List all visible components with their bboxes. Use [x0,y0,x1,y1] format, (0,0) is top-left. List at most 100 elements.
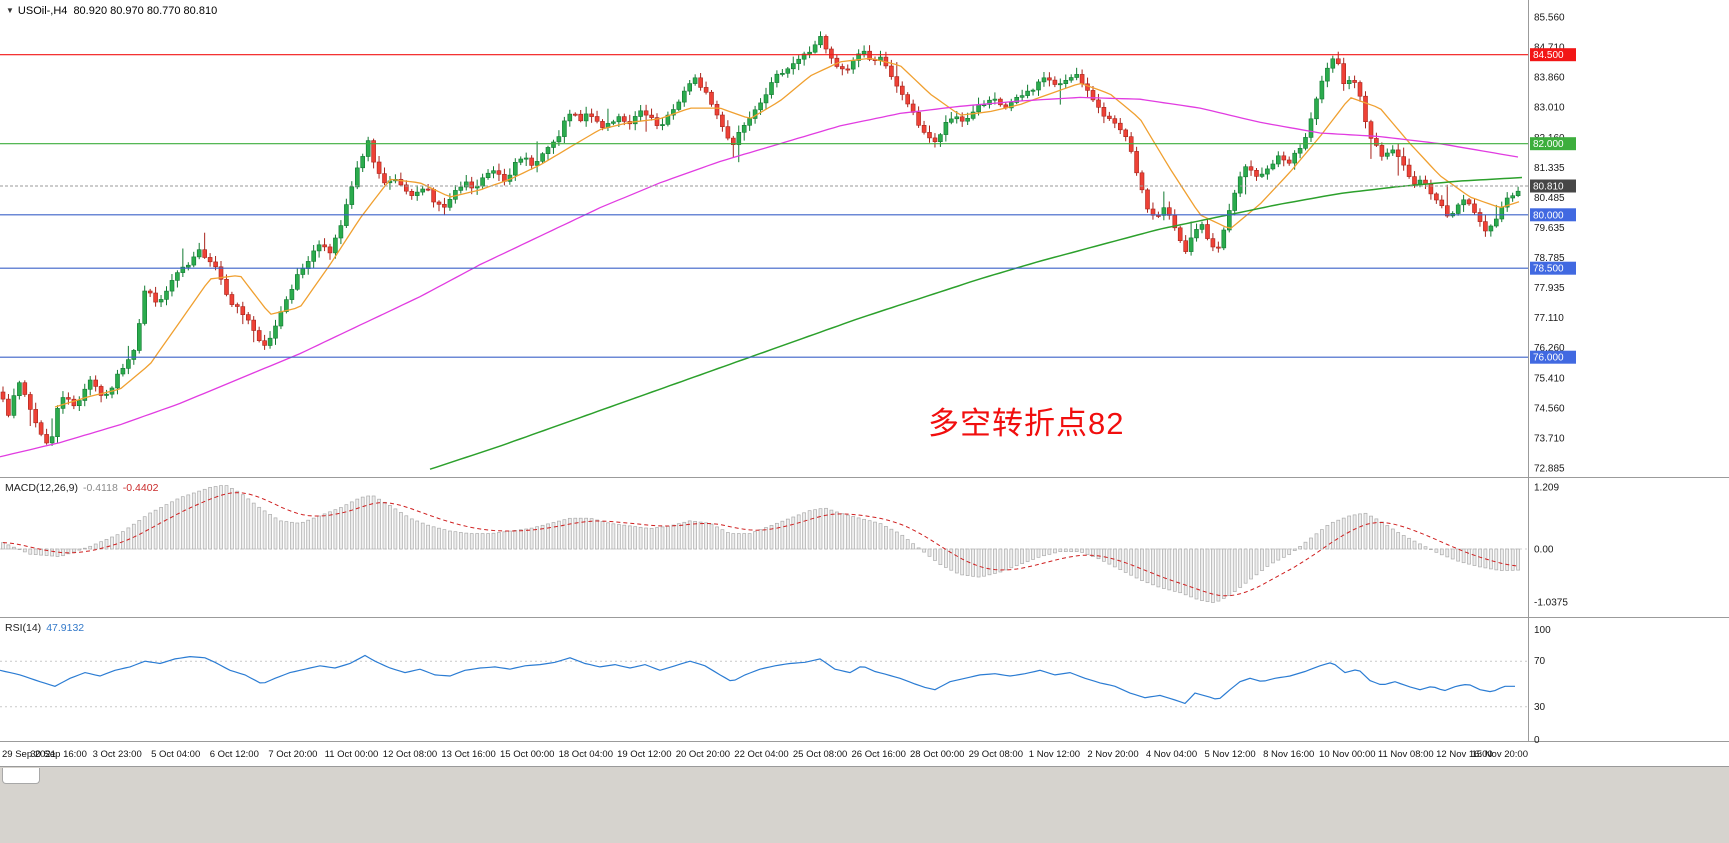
candle-body [49,436,55,444]
candle-body [1074,74,1079,78]
candle-body [1406,164,1412,177]
macd-signal-value: -0.4402 [122,482,159,494]
candle-body [518,158,524,163]
candle-body [1434,193,1439,201]
chart-dropdown-icon[interactable]: ▼ [6,6,14,15]
candle-body [1096,99,1101,108]
candle-body [927,132,932,139]
candle-body [747,118,752,126]
candle-body [1319,80,1325,100]
candle-body [1314,98,1319,120]
candle-body [1254,170,1259,177]
candle-body [442,204,447,208]
candle-body [1221,229,1227,249]
candle-body [311,250,317,262]
candle-body [1259,173,1265,177]
time-axis-label: 28 Oct 00:00 [910,749,964,760]
candle-body [240,306,246,316]
candle-body [17,382,22,397]
candle-body [899,85,905,95]
price-axis[interactable]: 85.56084.71083.86083.01082.16081.33580.4… [1534,13,1565,475]
candle-body [22,382,28,395]
rsi-value: 47.9132 [46,622,85,634]
rsi-axis-label: 100 [1534,625,1551,636]
candle-body [611,121,616,124]
candle-body [1477,212,1483,222]
candle-body [1183,240,1188,252]
candle-body [322,244,327,248]
candle-body [774,73,780,83]
candle-body [207,257,213,263]
candle-body [6,398,11,416]
candle-body [38,422,44,435]
svg-text:80.810: 80.810 [1533,182,1564,193]
price-axis-label: 83.860 [1534,73,1565,84]
ma-slow-green[interactable] [429,176,1523,470]
footer-tab[interactable] [2,768,40,784]
candle-body [1063,80,1069,85]
candle-body [725,126,731,139]
candle-body [654,117,660,126]
candles-layer[interactable] [0,31,1521,446]
candle-body [33,409,39,424]
time-axis-label: 2 Nov 20:00 [1087,749,1138,760]
candle-body [676,101,682,110]
candle-body [703,87,709,93]
price-tag-78.500: 78.500 [1530,261,1576,275]
candle-body [916,112,921,126]
svg-text:84.500: 84.500 [1533,50,1564,61]
candle-body [959,116,965,122]
candle-body [169,280,175,292]
rsi-indicator-label: RSI(14) 47.9132 [5,622,84,634]
candle-body [262,340,267,346]
price-axis-label: 77.110 [1534,313,1564,324]
candle-body [180,266,186,273]
candle-body [202,249,207,258]
candle-body [1412,176,1417,185]
candle-body [1008,102,1014,109]
chart-annotation-text[interactable]: 多空转折点82 [928,406,1125,441]
candle-body [354,167,360,188]
ma-mid-magenta[interactable] [0,96,1519,458]
candle-body [382,173,387,184]
candle-body [807,51,812,55]
price-axis-label: 78.785 [1534,253,1565,264]
candle-body [1466,199,1472,205]
rsi-title: RSI(14) [5,622,42,634]
time-axis-label: 7 Oct 20:00 [268,749,317,760]
candle-body [229,294,235,305]
time-axis-label: 6 Oct 12:00 [210,749,259,760]
macd-axis-label: 0.00 [1534,545,1554,556]
candle-body [496,170,502,175]
candle-body [218,266,224,280]
candle-body [1188,237,1194,252]
price-axis-label: 81.335 [1534,163,1565,174]
candle-body [1014,97,1020,103]
time-axis-label: 11 Oct 00:00 [325,749,379,760]
time-axis-label: 25 Oct 08:00 [793,749,847,760]
time-axis-label: 12 Nov 16:00 [1436,749,1493,760]
time-axis-label: 15 Oct 00:00 [500,749,554,760]
candle-body [491,170,496,174]
candle-body [1379,145,1385,157]
candle-body [289,288,295,300]
time-axis-label: 8 Nov 16:00 [1263,749,1314,760]
candle-body [403,184,409,192]
candle-body [1292,152,1297,164]
candle-body [447,199,453,208]
ma-fast-orange[interactable] [54,57,1520,408]
candle-body [256,330,262,341]
candle-body [709,91,714,105]
candle-body [660,124,665,127]
candle-body [77,400,82,406]
candle-body [284,299,289,312]
candle-body [316,244,322,252]
candle-body [1058,83,1063,86]
candle-body [246,314,251,321]
candle-body [1385,152,1390,157]
time-axis-label: 29 Oct 08:00 [969,749,1023,760]
candle-body [1068,77,1074,81]
candle-body [578,113,584,122]
